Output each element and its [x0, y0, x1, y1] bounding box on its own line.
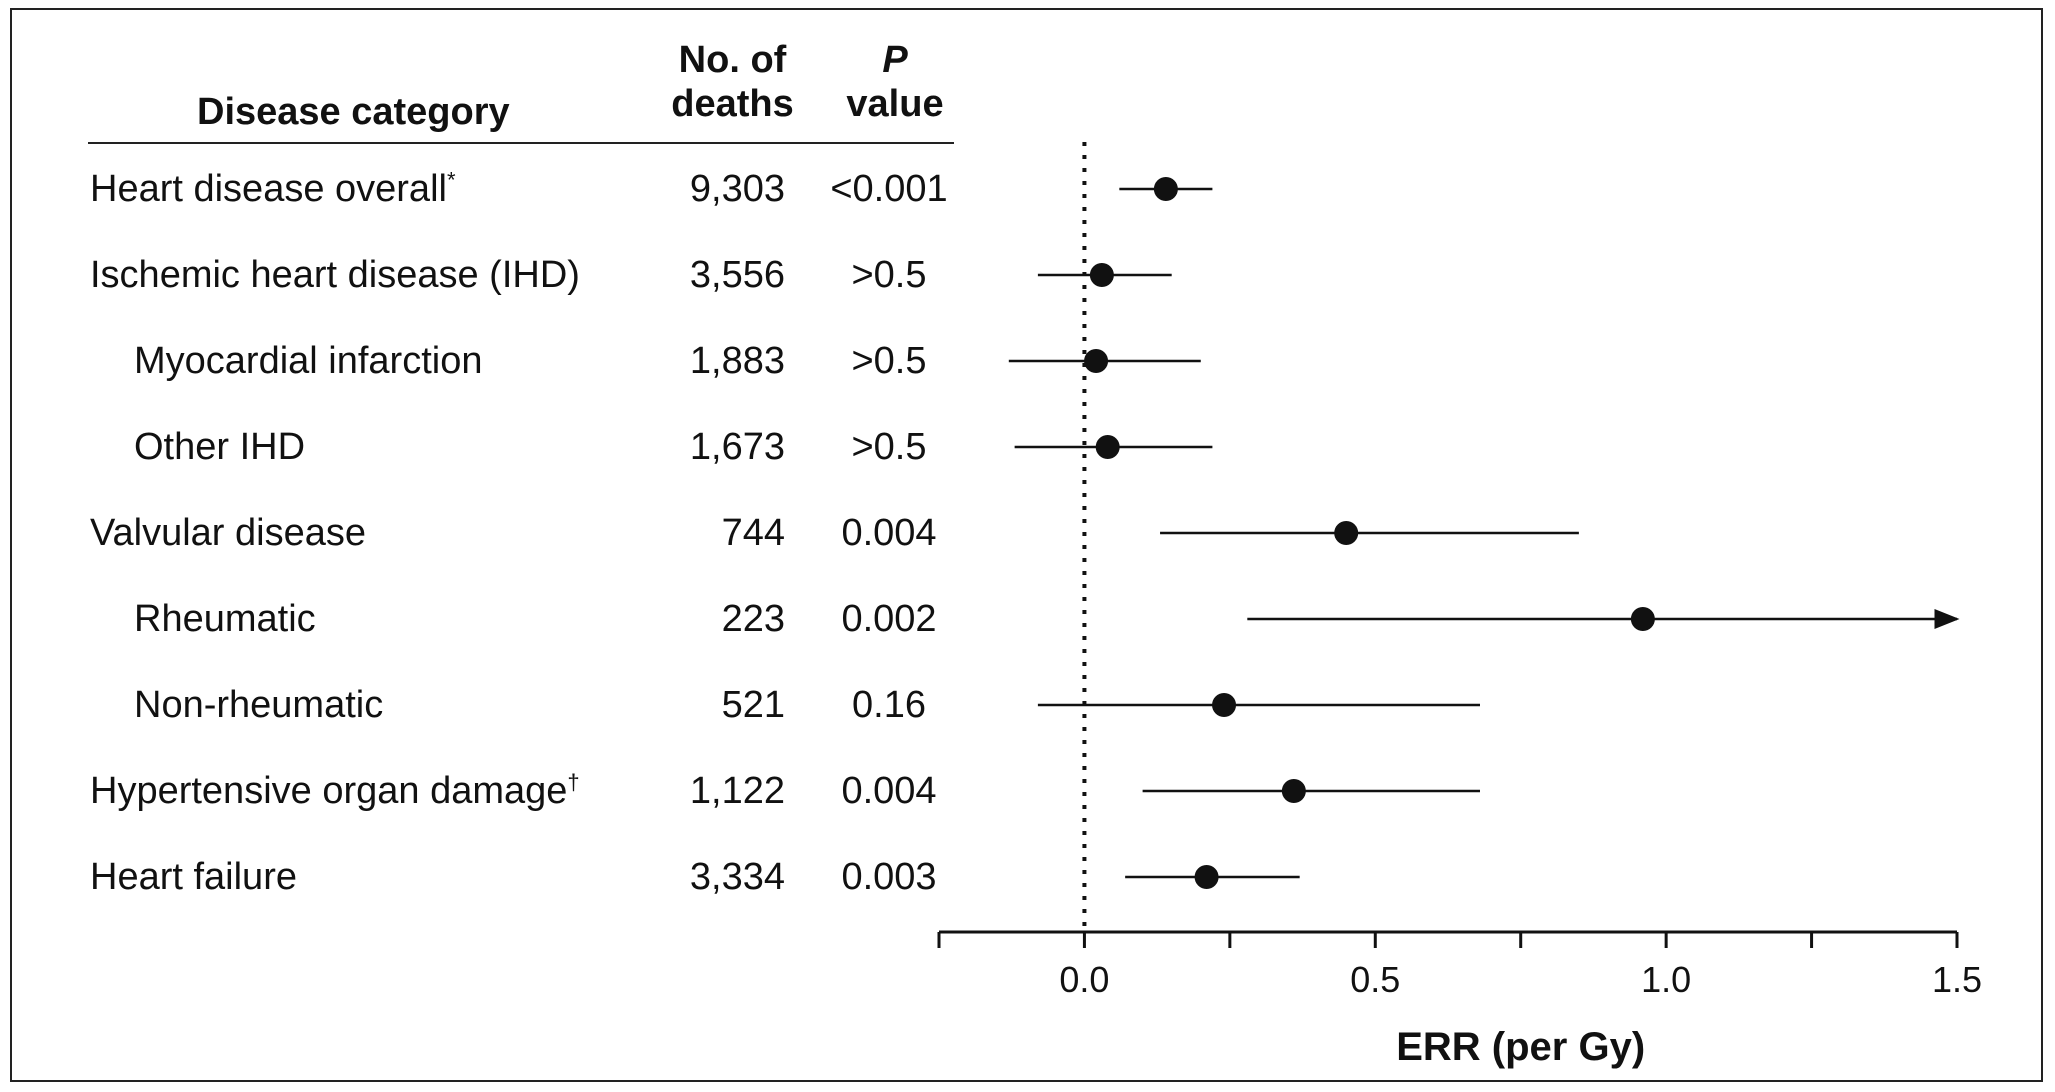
- point-estimate: [1084, 349, 1109, 373]
- row-label-text: Ischemic heart disease (IHD): [90, 254, 580, 296]
- row-label-text: Rheumatic: [134, 598, 316, 640]
- row-label: Rheumatic: [134, 576, 316, 662]
- row-p-value: >0.5: [851, 340, 927, 382]
- header-rule: [88, 142, 954, 144]
- point-estimate: [1212, 693, 1237, 717]
- row-label-text: Valvular disease: [90, 512, 367, 554]
- row-p-value: <0.001: [830, 168, 948, 210]
- row-label-text: Other IHD: [134, 426, 306, 468]
- row-label-text: Non-rheumatic: [134, 684, 384, 726]
- row-p-value: 0.004: [841, 770, 937, 812]
- row-deaths: 3,334: [689, 856, 785, 898]
- header-p-value: P value: [820, 38, 970, 126]
- row-label-text: Heart failure: [90, 856, 297, 898]
- row-label: Heart disease overall*: [90, 146, 456, 232]
- row-label-text: Heart disease overall: [90, 168, 447, 210]
- x-tick-label: 0.5: [1350, 959, 1400, 1000]
- header-p-line2: value: [846, 83, 944, 125]
- header-p-line1: P: [882, 39, 908, 81]
- point-estimate: [1194, 865, 1219, 889]
- row-label: Myocardial infarction: [134, 318, 482, 404]
- row-deaths: 1,673: [689, 426, 785, 468]
- row-deaths: 744: [721, 512, 785, 554]
- point-estimate: [1153, 177, 1178, 201]
- point-estimate: [1281, 779, 1306, 803]
- header-deaths-line1: No. of: [678, 39, 787, 81]
- row-p-value: 0.004: [841, 512, 937, 554]
- header-no-of-deaths: No. of deaths: [660, 38, 805, 126]
- row-label-footnote: *: [446, 167, 456, 193]
- point-estimate: [1089, 263, 1114, 287]
- row-label: Non-rheumatic: [134, 662, 383, 748]
- row-deaths: 521: [721, 684, 785, 726]
- row-label: Hypertensive organ damage†: [90, 748, 580, 834]
- row-label: Other IHD: [134, 404, 305, 490]
- row-p-value: 0.002: [841, 598, 937, 640]
- row-deaths: 3,556: [689, 254, 785, 296]
- x-tick-label: 1.0: [1641, 959, 1691, 1000]
- row-p-value: 0.003: [841, 856, 937, 898]
- point-estimate: [1095, 435, 1120, 459]
- row-label-footnote: †: [567, 769, 580, 795]
- row-label: Valvular disease: [90, 490, 366, 576]
- row-deaths: 1,122: [689, 770, 785, 812]
- row-p-value: >0.5: [851, 254, 927, 296]
- point-estimate: [1334, 521, 1359, 545]
- figure-frame: [10, 8, 2043, 1082]
- row-deaths: 9,303: [689, 168, 785, 210]
- header-deaths-line2: deaths: [671, 83, 794, 125]
- row-label-text: Myocardial infarction: [134, 340, 483, 382]
- x-axis-title: ERR (per Gy): [1396, 1025, 1645, 1069]
- header-disease-category: Disease category: [197, 91, 510, 133]
- point-estimate: [1630, 607, 1655, 631]
- row-deaths: 1,883: [689, 340, 785, 382]
- row-p-value: >0.5: [851, 426, 927, 468]
- row-label: Heart failure: [90, 834, 297, 920]
- row-label-text: Hypertensive organ damage: [90, 770, 568, 812]
- row-p-value: 0.16: [852, 684, 926, 726]
- row-label: Ischemic heart disease (IHD): [90, 232, 580, 318]
- x-tick-label: 0.0: [1059, 959, 1109, 1000]
- row-deaths: 223: [721, 598, 785, 640]
- x-tick-label: 1.5: [1932, 959, 1982, 1000]
